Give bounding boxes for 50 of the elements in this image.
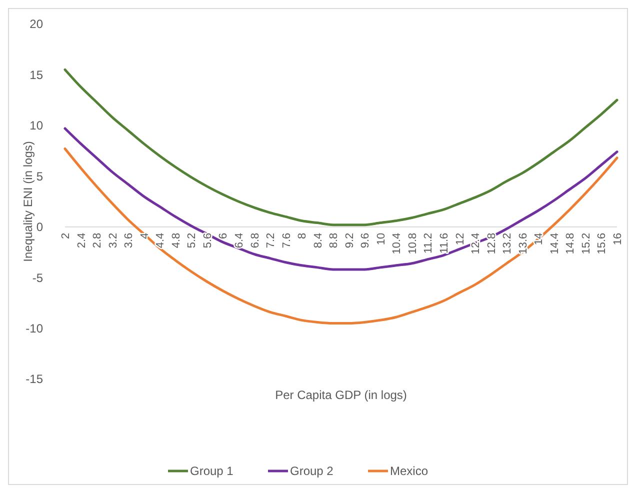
x-tick-label: 4 bbox=[138, 232, 151, 239]
y-tick-label: 20 bbox=[30, 17, 44, 32]
legend-label: Mexico bbox=[390, 464, 428, 478]
x-tick-label: 14 bbox=[533, 232, 546, 246]
y-axis-title: Inequality ENI (in logs) bbox=[21, 141, 35, 262]
y-tick-label: -5 bbox=[32, 270, 44, 285]
x-tick-label: 3.6 bbox=[123, 232, 136, 248]
y-tick-label: 5 bbox=[36, 169, 44, 184]
x-tick-label: 12.4 bbox=[470, 232, 482, 254]
legend-label: Group 1 bbox=[190, 464, 234, 478]
y-tick-label: -15 bbox=[26, 372, 44, 386]
x-tick-label: 8.4 bbox=[312, 232, 324, 248]
y-tick-label: -10 bbox=[26, 321, 44, 336]
y-tick-label: 0 bbox=[36, 220, 44, 234]
x-tick-label: 5.6 bbox=[202, 232, 214, 248]
legend-label: Group 2 bbox=[290, 464, 334, 478]
x-tick-label: 13.2 bbox=[502, 232, 514, 254]
x-tick-label: 4.8 bbox=[170, 232, 182, 248]
x-tick-label: 13.6 bbox=[517, 232, 530, 254]
x-tick-label: 10 bbox=[375, 232, 388, 246]
x-tick-label: 12.8 bbox=[486, 232, 498, 254]
x-tick-label: 6.4 bbox=[233, 232, 246, 248]
x-tick-label: 15.2 bbox=[580, 232, 592, 254]
x-tick-label: 7.6 bbox=[280, 232, 293, 248]
x-tick-label: 2 bbox=[60, 232, 72, 239]
x-tick-label: 9.6 bbox=[360, 232, 372, 248]
x-tick-label: 11.6 bbox=[438, 232, 451, 254]
x-tick-label: 8.8 bbox=[328, 232, 340, 248]
x-tick-label: 4.4 bbox=[154, 232, 167, 248]
x-tick-label: 9.2 bbox=[344, 232, 356, 248]
x-tick-label: 7.2 bbox=[265, 232, 278, 248]
x-tick-label: 6.8 bbox=[249, 232, 262, 248]
x-tick-label: 11.2 bbox=[422, 232, 435, 254]
x-tick-label: 2.4 bbox=[76, 232, 88, 248]
line-series bbox=[64, 68, 618, 226]
x-tick-label: 3.2 bbox=[107, 232, 120, 248]
x-tick-label: 16 bbox=[612, 232, 624, 246]
x-tick-label: 6 bbox=[218, 232, 230, 239]
x-axis-title: Per Capita GDP (in logs) bbox=[275, 388, 407, 402]
x-tick-label: 12 bbox=[454, 232, 466, 246]
x-tick-label: 14.8 bbox=[564, 232, 577, 254]
x-tick-label: 14.4 bbox=[548, 232, 561, 254]
x-tick-label: 15.6 bbox=[596, 232, 608, 254]
y-tick-label: 15 bbox=[30, 68, 44, 82]
x-tick-label: 10.4 bbox=[391, 232, 404, 254]
y-tick-label: 10 bbox=[30, 118, 44, 133]
x-tick-label: 2.8 bbox=[92, 232, 104, 248]
x-tick-label: 10.8 bbox=[406, 232, 419, 254]
x-tick-label: 5.2 bbox=[186, 232, 198, 248]
x-tick-label: 8 bbox=[296, 232, 309, 239]
